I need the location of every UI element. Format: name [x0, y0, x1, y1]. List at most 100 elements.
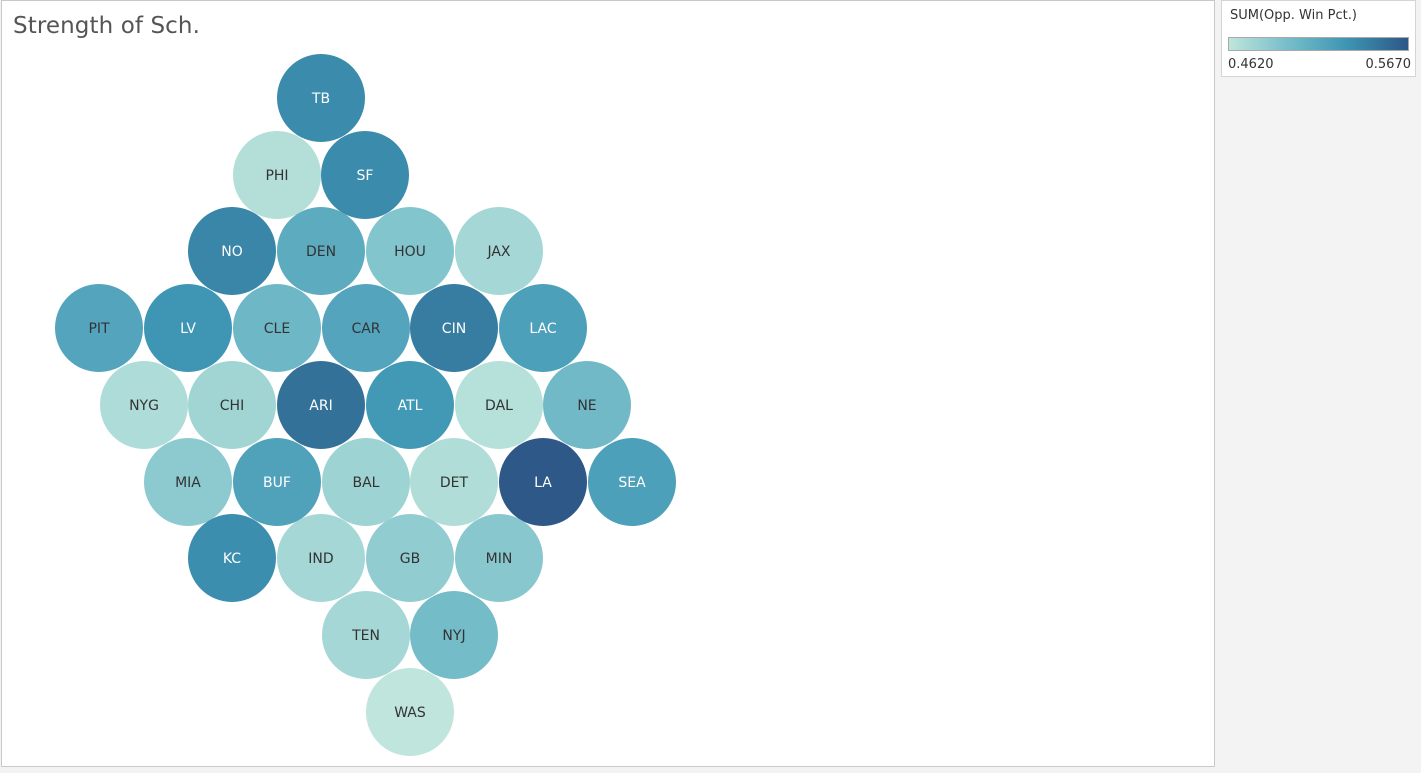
bubble-tb[interactable]: TB — [277, 54, 365, 142]
bubble-label: ATL — [398, 398, 423, 414]
color-legend[interactable]: SUM(Opp. Win Pct.) 0.4620 0.5670 — [1221, 0, 1416, 77]
bubble-mark[interactable] — [410, 284, 498, 372]
bubble-label: GB — [400, 551, 420, 567]
chart-title: Strength of Sch. — [13, 13, 201, 39]
bubble-label: CHI — [220, 398, 244, 414]
bubble-label: SF — [357, 168, 374, 184]
bubble-label: CAR — [351, 321, 380, 337]
bubble-sf[interactable]: SF — [321, 131, 409, 219]
bubble-mark[interactable] — [233, 131, 321, 219]
bubble-label: LV — [180, 321, 196, 337]
bubble-ari[interactable]: ARI — [277, 361, 365, 449]
bubble-label: NYG — [129, 398, 159, 414]
bubble-sea[interactable]: SEA — [588, 438, 676, 526]
bubble-mark[interactable] — [322, 591, 410, 679]
bubble-mark[interactable] — [366, 207, 454, 295]
bubble-mark[interactable] — [322, 284, 410, 372]
bubble-hou[interactable]: HOU — [366, 207, 454, 295]
bubble-label: JAX — [486, 244, 510, 260]
bubble-buf[interactable]: BUF — [233, 438, 321, 526]
bubble-atl[interactable]: ATL — [366, 361, 454, 449]
bubble-mark[interactable] — [588, 438, 676, 526]
bubble-lv[interactable]: LV — [144, 284, 232, 372]
bubble-gb[interactable]: GB — [366, 514, 454, 602]
bubble-mark[interactable] — [455, 514, 543, 602]
bubble-mark[interactable] — [543, 361, 631, 449]
bubble-label: MIA — [175, 475, 201, 491]
bubble-label: DAL — [485, 398, 513, 414]
bubble-lac[interactable]: LAC — [499, 284, 587, 372]
bubble-mark[interactable] — [366, 361, 454, 449]
bubble-label: CIN — [442, 321, 466, 337]
bubble-label: LA — [534, 475, 552, 491]
bubble-mark[interactable] — [410, 438, 498, 526]
bubble-mark[interactable] — [144, 438, 232, 526]
bubble-mark[interactable] — [499, 438, 587, 526]
bubble-bal[interactable]: BAL — [322, 438, 410, 526]
bubble-dal[interactable]: DAL — [455, 361, 543, 449]
bubble-ind[interactable]: IND — [277, 514, 365, 602]
bubble-label: KC — [223, 551, 241, 567]
bubble-nyg[interactable]: NYG — [100, 361, 188, 449]
bubble-mark[interactable] — [277, 54, 365, 142]
bubble-mark[interactable] — [277, 514, 365, 602]
bubble-label: PIT — [88, 321, 110, 337]
bubble-was[interactable]: WAS — [366, 668, 454, 756]
bubble-label: TEN — [351, 628, 380, 644]
bubble-mark[interactable] — [144, 284, 232, 372]
legend-min-label: 0.4620 — [1228, 57, 1274, 72]
viz-panel: Strength of Sch. TB PHI SF NO DEN HOU JAX PIT LV… — [1, 0, 1215, 767]
bubble-ne[interactable]: NE — [543, 361, 631, 449]
bubble-mark[interactable] — [277, 207, 365, 295]
legend-max-label: 0.5670 — [1365, 57, 1412, 72]
bubble-label: LAC — [529, 321, 556, 337]
bubble-label: MIN — [486, 551, 513, 567]
bubble-mark[interactable] — [188, 514, 276, 602]
bubble-phi[interactable]: PHI — [233, 131, 321, 219]
bubble-det[interactable]: DET — [410, 438, 498, 526]
bubble-chart: TB PHI SF NO DEN HOU JAX PIT LV CLE CAR CIN LAC NYG CH… — [55, 54, 676, 756]
bubble-pit[interactable]: PIT — [55, 284, 143, 372]
bubble-jax[interactable]: JAX — [455, 207, 543, 295]
bubble-chi[interactable]: CHI — [188, 361, 276, 449]
bubble-label: BAL — [353, 475, 380, 491]
bubble-den[interactable]: DEN — [277, 207, 365, 295]
bubble-cle[interactable]: CLE — [233, 284, 321, 372]
bubble-label: NO — [221, 244, 243, 260]
bubble-mark[interactable] — [410, 591, 498, 679]
bubble-no[interactable]: NO — [188, 207, 276, 295]
bubble-cin[interactable]: CIN — [410, 284, 498, 372]
bubble-mark[interactable] — [455, 207, 543, 295]
bubble-mark[interactable] — [499, 284, 587, 372]
bubble-label: WAS — [394, 705, 426, 721]
bubble-mark[interactable] — [233, 284, 321, 372]
bubble-mark[interactable] — [322, 438, 410, 526]
bubble-label: ARI — [309, 398, 332, 414]
bubble-mark[interactable] — [366, 514, 454, 602]
bubble-min[interactable]: MIN — [455, 514, 543, 602]
bubble-mark[interactable] — [233, 438, 321, 526]
bubble-label: DEN — [306, 244, 336, 260]
bubble-nyj[interactable]: NYJ — [410, 591, 498, 679]
legend-color-ramp — [1228, 37, 1409, 51]
bubble-mark[interactable] — [321, 131, 409, 219]
bubble-la[interactable]: LA — [499, 438, 587, 526]
legend-title: SUM(Opp. Win Pct.) — [1230, 8, 1357, 23]
bubble-mark[interactable] — [366, 668, 454, 756]
bubble-label: TB — [311, 91, 330, 107]
bubble-car[interactable]: CAR — [322, 284, 410, 372]
bubble-label: NE — [577, 398, 596, 414]
bubble-label: CLE — [264, 321, 290, 337]
bubble-label: IND — [308, 551, 333, 567]
bubble-mark[interactable] — [455, 361, 543, 449]
bubble-label: PHI — [265, 168, 288, 184]
bubble-mark[interactable] — [55, 284, 143, 372]
bubble-mark[interactable] — [188, 207, 276, 295]
bubble-kc[interactable]: KC — [188, 514, 276, 602]
bubble-mia[interactable]: MIA — [144, 438, 232, 526]
bubble-mark[interactable] — [100, 361, 188, 449]
bubble-mark[interactable] — [188, 361, 276, 449]
bubble-ten[interactable]: TEN — [322, 591, 410, 679]
bubble-mark[interactable] — [277, 361, 365, 449]
bubble-label: HOU — [394, 244, 426, 260]
